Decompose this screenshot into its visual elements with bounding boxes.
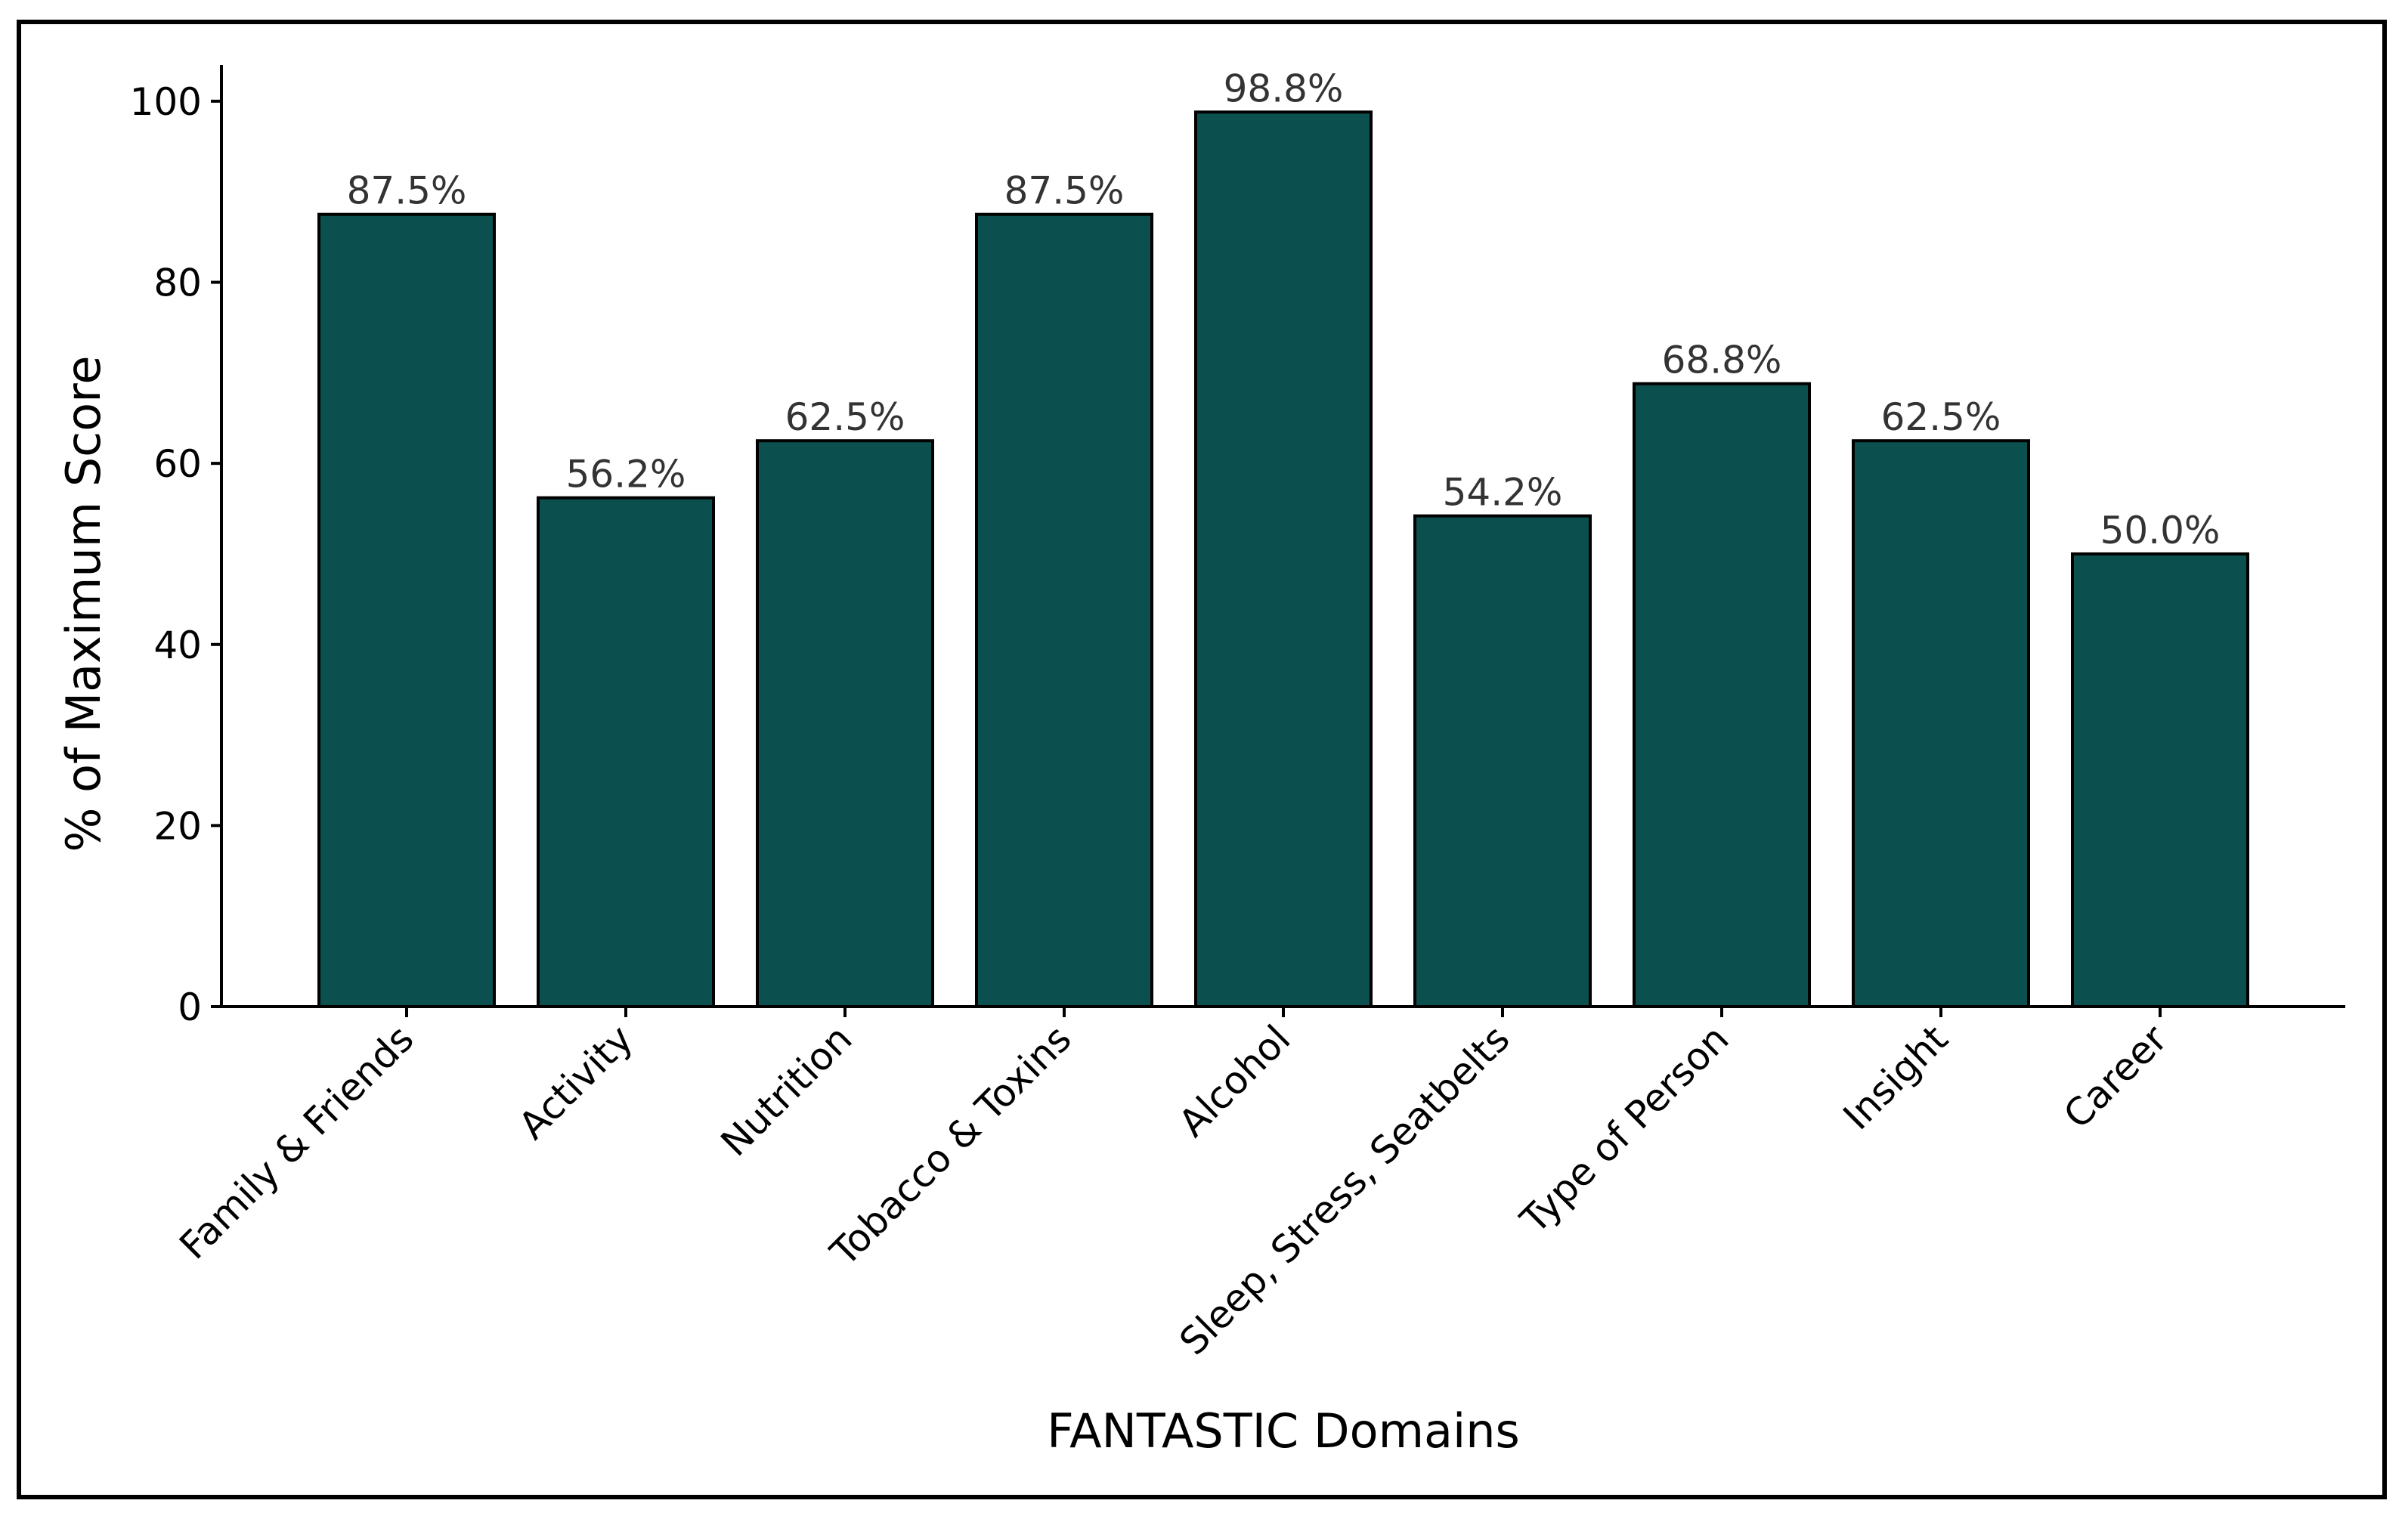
data-label: 87.5% — [347, 169, 467, 213]
bar — [1194, 110, 1373, 1008]
data-label: 62.5% — [1881, 395, 2001, 439]
bar — [1852, 439, 2030, 1008]
bars — [317, 110, 2249, 1008]
x-tick-label: Tobacco & Toxins — [822, 1016, 1079, 1274]
x-tick-label: Nutrition — [713, 1016, 861, 1165]
x-axis-ticks: Family & Friends Activity NutritionTobacco… — [172, 1007, 2176, 1363]
data-label: 87.5% — [1004, 169, 1125, 213]
y-axis-ticks: 0 20 40 60 80 100 — [130, 80, 221, 1029]
y-axis-title: % of Maximum Score — [56, 356, 111, 852]
x-tick-label: Family & Friends — [172, 1016, 422, 1267]
data-label: 98.8% — [1224, 67, 1344, 110]
y-tick-label: 100 — [130, 80, 202, 124]
data-label: 56.2% — [566, 453, 686, 497]
bar — [1413, 514, 1592, 1008]
data-label: 68.8% — [1662, 339, 1782, 382]
bar — [975, 212, 1153, 1008]
bar — [2071, 552, 2249, 1008]
y-tick-label: 60 — [153, 442, 202, 486]
bar — [756, 439, 934, 1008]
x-tick-label: Activity — [510, 1016, 641, 1147]
data-label: 50.0% — [2100, 509, 2221, 552]
data-label: 62.5% — [785, 395, 905, 439]
y-tick-label: 0 — [178, 985, 202, 1029]
x-tick-label: Insight — [1835, 1016, 1957, 1138]
x-tick-label: Career — [2055, 1016, 2175, 1137]
y-tick-label: 40 — [153, 623, 202, 667]
y-tick-label: 80 — [153, 261, 202, 305]
x-axis-title: FANTASTIC Domains — [1047, 1403, 1520, 1459]
bar — [1633, 382, 1811, 1008]
x-tick-label: Alcohol — [1171, 1016, 1299, 1145]
bar — [537, 496, 715, 1008]
data-label: 54.2% — [1443, 471, 1563, 515]
y-tick-label: 20 — [153, 804, 202, 848]
data-labels: 87.5% 56.2% 62.5% 87.5% 98.8% 54.2% 68.8% 62.5%… — [347, 67, 2221, 552]
bar — [317, 212, 496, 1008]
x-tick-label: Type of Person — [1512, 1016, 1737, 1242]
